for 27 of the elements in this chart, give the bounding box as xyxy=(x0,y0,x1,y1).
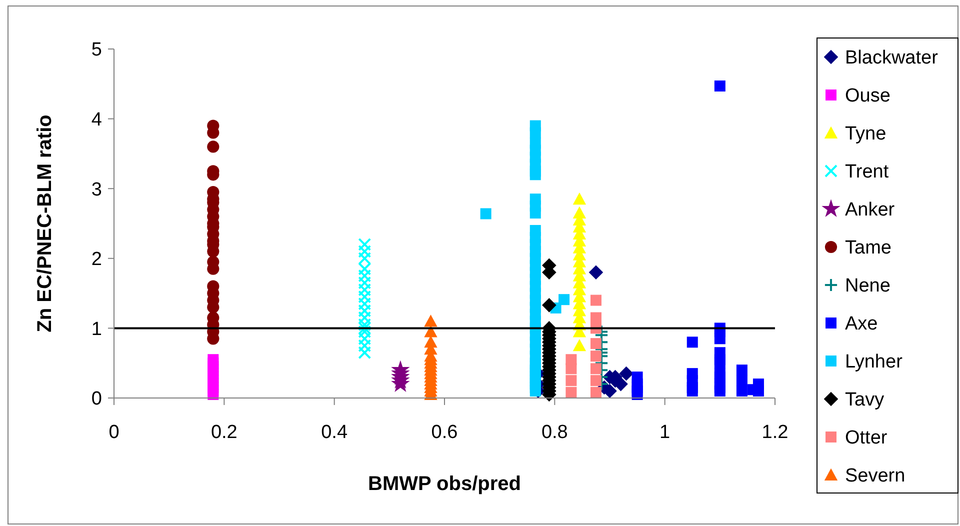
legend-label: Severn xyxy=(845,466,906,487)
y-tick-label: 0 xyxy=(91,388,102,410)
y-tick-label: 4 xyxy=(91,109,102,130)
legend-label: Tame xyxy=(845,238,892,259)
legend-label: Axe xyxy=(845,314,878,335)
legend-label: Tyne xyxy=(845,124,886,145)
y-tick-label: 3 xyxy=(91,179,102,200)
y-tick-label: 1 xyxy=(91,318,102,340)
y-tick-label: 5 xyxy=(91,40,102,61)
x-tick-label: 0.2 xyxy=(210,422,238,443)
x-axis-title: BMWP obs/pred xyxy=(368,473,521,495)
legend-label: Nene xyxy=(845,276,890,297)
legend-label: Tavy xyxy=(845,390,885,411)
legend-label: Blackwater xyxy=(845,48,939,69)
x-tick-label: 1 xyxy=(660,422,670,443)
x-tick-label: 0.6 xyxy=(431,422,458,443)
x-tick-label: 0.8 xyxy=(541,422,568,443)
legend-label: Anker xyxy=(845,200,896,221)
y-tick-label: 2 xyxy=(91,249,102,270)
x-tick-label: 1.2 xyxy=(762,422,788,443)
y-axis-title: Zn EC/PNEC-BLM ratio xyxy=(34,114,56,332)
x-tick-label: 0 xyxy=(108,422,120,443)
legend-label: Lynher xyxy=(845,352,904,373)
legend-label: Ouse xyxy=(845,86,890,107)
x-tick-label: 0.4 xyxy=(321,422,348,443)
legend-label: Otter xyxy=(845,428,888,449)
legend-label: Trent xyxy=(845,162,890,183)
